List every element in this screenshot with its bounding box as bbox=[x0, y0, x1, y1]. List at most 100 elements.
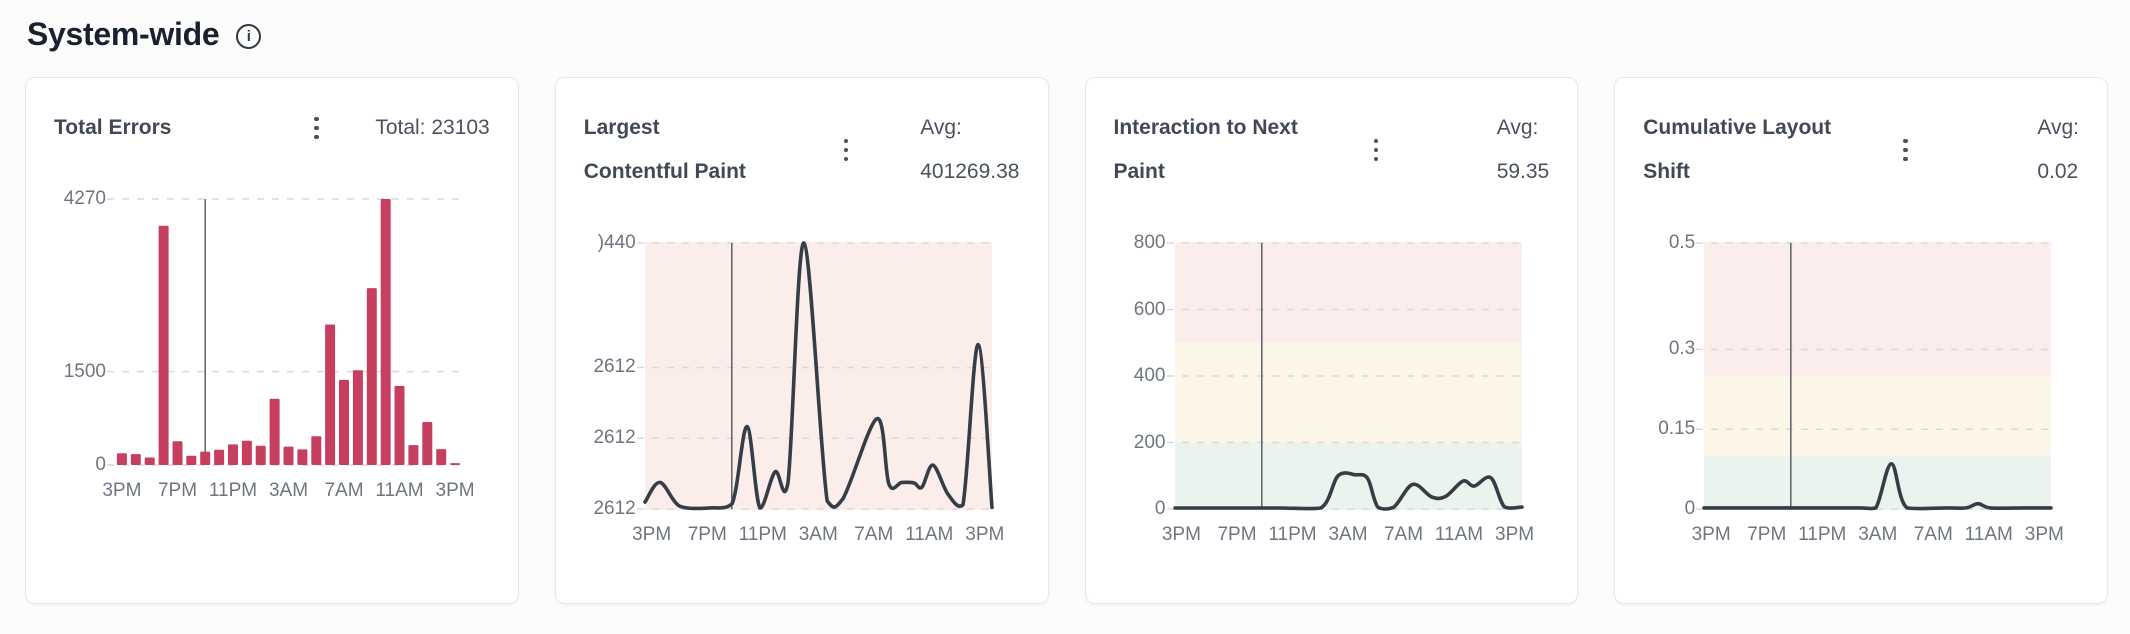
card-stat: Avg: 59.35 bbox=[1497, 106, 1550, 194]
chart-canvas bbox=[1696, 242, 2054, 511]
card-stat-line: Avg: bbox=[920, 116, 962, 139]
card-stat-line: 401269.38 bbox=[920, 160, 1020, 183]
y-axis-label: 200 bbox=[1133, 431, 1166, 453]
x-axis-label: 7AM bbox=[1913, 524, 1953, 545]
bar bbox=[436, 449, 447, 465]
x-axis-label: 7AM bbox=[854, 524, 894, 545]
x-axis: 3PM 7PM 11PM 3AM 7AM 11AM 3PM bbox=[1162, 524, 1534, 548]
bar bbox=[228, 444, 238, 465]
chart-canvas bbox=[107, 198, 462, 466]
x-axis-label: 3PM bbox=[1691, 524, 1731, 545]
y-axis-label: 0 bbox=[1684, 498, 1696, 519]
x-axis-label: 3PM bbox=[965, 524, 1005, 545]
metric-card: Total Errors Total: 23103 4270 1500 0 3PM 7PM 1… bbox=[25, 77, 519, 604]
kebab-dot bbox=[314, 125, 319, 131]
x-axis: 3PM 7PM 11PM 3AM 7AM 11AM 3PM bbox=[102, 480, 474, 504]
bar bbox=[450, 463, 461, 465]
chart-canvas bbox=[1166, 242, 1524, 511]
card-title-line: Cumulative Layout bbox=[1643, 116, 1832, 139]
bar bbox=[380, 199, 391, 465]
chart-block: 800 600 400 200 0 3PM 7PM 11PM 3AM 7AM 11AM 3PM bbox=[1114, 232, 1550, 548]
bar bbox=[339, 380, 349, 465]
y-axis-label: 400 bbox=[1133, 365, 1166, 386]
bar bbox=[186, 455, 197, 465]
kebab-dot bbox=[843, 138, 849, 144]
y-axis-label: 2612 bbox=[593, 356, 636, 378]
x-axis-label: 3PM bbox=[2024, 524, 2064, 545]
chart-plot[interactable] bbox=[1696, 242, 2054, 511]
bar bbox=[172, 441, 183, 465]
metric-line bbox=[1172, 471, 1524, 511]
x-axis-label: 11AM bbox=[905, 524, 954, 545]
y-axis-label: 2612 bbox=[593, 427, 636, 449]
bar bbox=[200, 451, 211, 465]
x-axis-label: 7PM bbox=[157, 480, 198, 501]
chart-block: 0.5 0.3 0.15 0 3PM 7PM 11PM 3AM 7AM 11AM 3PM bbox=[1643, 232, 2079, 548]
x-axis-label: 7PM bbox=[1217, 524, 1257, 545]
x-axis-label: 11PM bbox=[208, 480, 258, 501]
bar bbox=[408, 445, 419, 465]
y-axis-label: 0.15 bbox=[1658, 418, 1696, 440]
y-axis: 0.5 0.3 0.15 0 bbox=[1643, 232, 1704, 519]
metric-card: Cumulative Layout Shift Avg: 0.02 0.5 0.3 0.15… bbox=[1614, 77, 2108, 604]
metric-line bbox=[1702, 462, 2054, 511]
y-axis: 800 600 400 200 0 bbox=[1114, 232, 1175, 519]
score-band bbox=[1174, 443, 1522, 510]
bar bbox=[352, 370, 363, 465]
cards-row: Total Errors Total: 23103 4270 1500 0 3PM 7PM 1… bbox=[0, 77, 2130, 604]
chart-plot[interactable] bbox=[1166, 242, 1524, 511]
y-axis-label: 600 bbox=[1133, 298, 1166, 320]
card-menu-button[interactable] bbox=[1893, 131, 1918, 170]
chart-plot[interactable] bbox=[636, 241, 994, 511]
x-axis-label: 7AM bbox=[324, 480, 364, 501]
card-menu-button[interactable] bbox=[1364, 131, 1389, 170]
chart-block: )440 2612 2612 2612 3PM 7PM 11PM 3AM 7AM 11AM 3PM bbox=[584, 232, 1020, 548]
x-axis-label: 11AM bbox=[1964, 524, 2013, 545]
card-title: Total Errors bbox=[54, 106, 298, 150]
kebab-dot bbox=[314, 134, 319, 140]
bar bbox=[255, 445, 266, 465]
card-menu-button[interactable] bbox=[304, 109, 329, 148]
kebab-dot bbox=[1373, 147, 1379, 153]
x-axis-label: 7AM bbox=[1383, 524, 1424, 545]
card-title-line: Shift bbox=[1643, 160, 1690, 183]
y-axis-label: )440 bbox=[597, 232, 636, 253]
y-axis-label: 0 bbox=[95, 454, 106, 475]
bar bbox=[422, 422, 433, 465]
bar bbox=[394, 385, 405, 465]
score-band bbox=[1174, 242, 1522, 343]
chart-block: 4270 1500 0 3PM 7PM 11PM 3AM 7AM 11AM 3PM bbox=[54, 188, 490, 504]
x-axis-label: 11PM bbox=[1798, 524, 1847, 545]
card-stat: Total: 23103 bbox=[375, 106, 489, 150]
card-header: Largest Contentful Paint Avg: 401269.38 bbox=[584, 106, 1020, 194]
card-header: Cumulative Layout Shift Avg: 0.02 bbox=[1643, 106, 2079, 194]
kebab-dot bbox=[1373, 138, 1379, 144]
y-axis-label: 800 bbox=[1133, 232, 1166, 253]
kebab-dot bbox=[1373, 156, 1379, 162]
chart-plot[interactable] bbox=[107, 198, 462, 466]
y-axis-label: 4270 bbox=[63, 188, 106, 209]
kebab-dot bbox=[314, 116, 319, 122]
x-axis: 3PM 7PM 11PM 3AM 7AM 11AM 3PM bbox=[1692, 524, 2064, 548]
x-axis: 3PM 7PM 11PM 3AM 7AM 11AM 3PM bbox=[632, 524, 1004, 548]
info-icon[interactable]: i bbox=[236, 24, 262, 49]
kebab-dot bbox=[1903, 147, 1908, 153]
bar bbox=[130, 454, 141, 465]
x-axis-label: 3PM bbox=[1161, 524, 1201, 545]
card-header: Interaction to Next Paint Avg: 59.35 bbox=[1114, 106, 1550, 194]
card-stat: Avg: 401269.38 bbox=[920, 106, 1019, 194]
bar bbox=[297, 449, 308, 465]
y-axis: 4270 1500 0 bbox=[54, 188, 115, 475]
kebab-dot bbox=[843, 147, 849, 153]
x-axis-label: 3PM bbox=[102, 480, 142, 501]
bar bbox=[269, 398, 280, 465]
x-axis-label: 3AM bbox=[1858, 524, 1898, 545]
metric-line bbox=[642, 241, 994, 511]
metric-card: Largest Contentful Paint Avg: 401269.38 )440… bbox=[554, 77, 1049, 604]
card-title: Largest Contentful Paint bbox=[584, 106, 828, 194]
card-title: Interaction to Next Paint bbox=[1114, 106, 1358, 194]
bar bbox=[366, 288, 377, 465]
chart-canvas bbox=[636, 241, 994, 511]
card-menu-button[interactable] bbox=[834, 131, 859, 170]
page-header: System-wide i bbox=[0, 0, 2130, 53]
